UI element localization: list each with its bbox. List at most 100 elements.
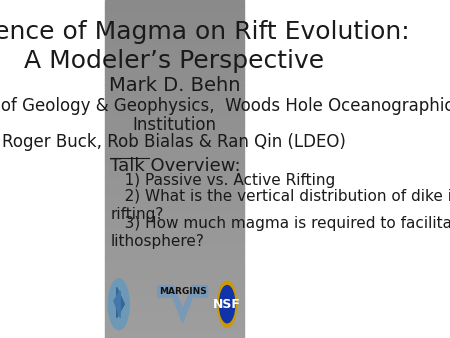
Text: Department of Geology & Geophysics,  Woods Hole Oceanographic: Department of Geology & Geophysics, Wood…: [0, 97, 450, 115]
Bar: [105, 145, 244, 149]
Bar: [105, 122, 244, 125]
Bar: [105, 318, 244, 321]
Bar: [105, 250, 244, 254]
Bar: [105, 159, 244, 162]
Bar: [105, 20, 244, 24]
Bar: [105, 115, 244, 118]
Bar: [105, 193, 244, 196]
Bar: [105, 98, 244, 101]
Bar: [105, 166, 244, 169]
Bar: [105, 118, 244, 122]
Bar: [105, 0, 244, 3]
Bar: [105, 81, 244, 84]
Bar: [105, 47, 244, 51]
Bar: [105, 71, 244, 74]
Bar: [105, 291, 244, 294]
Bar: [105, 7, 244, 10]
Text: Talk Overview:: Talk Overview:: [110, 157, 241, 175]
Bar: [105, 240, 244, 243]
Bar: [105, 155, 244, 159]
Bar: [105, 51, 244, 54]
Bar: [105, 254, 244, 257]
Bar: [105, 61, 244, 64]
Text: 3) How much magma is required to facilitate rupture of thick
lithosphere?: 3) How much magma is required to facilit…: [110, 216, 450, 249]
Bar: [105, 37, 244, 41]
Text: NSF: NSF: [213, 298, 241, 311]
Polygon shape: [158, 286, 208, 323]
Bar: [105, 301, 244, 304]
Bar: [105, 183, 244, 186]
Bar: [105, 179, 244, 183]
Bar: [105, 243, 244, 247]
Bar: [105, 135, 244, 139]
Bar: [105, 88, 244, 91]
Bar: [105, 27, 244, 30]
Bar: [105, 308, 244, 311]
Bar: [105, 264, 244, 267]
Bar: [105, 274, 244, 277]
Bar: [105, 206, 244, 210]
Bar: [105, 108, 244, 112]
Bar: [105, 34, 244, 37]
Bar: [105, 260, 244, 264]
Bar: [105, 210, 244, 213]
Polygon shape: [117, 287, 124, 318]
Bar: [105, 152, 244, 155]
Bar: [105, 169, 244, 172]
Bar: [105, 237, 244, 240]
Circle shape: [108, 279, 129, 330]
Bar: [105, 74, 244, 78]
Bar: [105, 68, 244, 71]
Bar: [105, 230, 244, 233]
Bar: [105, 267, 244, 270]
Bar: [105, 203, 244, 206]
Bar: [105, 30, 244, 34]
Bar: [105, 213, 244, 216]
Text: Mark D. Behn: Mark D. Behn: [108, 76, 240, 95]
Bar: [105, 54, 244, 57]
Bar: [105, 142, 244, 145]
Bar: [105, 314, 244, 318]
Bar: [105, 128, 244, 132]
Bar: [105, 328, 244, 331]
Bar: [105, 112, 244, 115]
Bar: [105, 311, 244, 314]
Bar: [105, 17, 244, 20]
Bar: [105, 335, 244, 338]
Text: A Modeler’s Perspective: A Modeler’s Perspective: [24, 49, 324, 73]
Bar: [105, 331, 244, 335]
Bar: [105, 294, 244, 297]
Bar: [105, 233, 244, 237]
Bar: [105, 199, 244, 203]
Bar: [105, 257, 244, 260]
Bar: [105, 281, 244, 284]
Bar: [105, 139, 244, 142]
Bar: [105, 304, 244, 308]
Bar: [105, 324, 244, 328]
Bar: [105, 277, 244, 281]
Bar: [105, 196, 244, 199]
Bar: [105, 84, 244, 88]
Bar: [105, 3, 244, 7]
Bar: [105, 91, 244, 95]
Circle shape: [220, 286, 235, 323]
Bar: [105, 321, 244, 324]
Bar: [105, 176, 244, 179]
Polygon shape: [114, 291, 120, 318]
Bar: [105, 216, 244, 220]
Bar: [105, 220, 244, 223]
Bar: [105, 10, 244, 14]
Bar: [105, 24, 244, 27]
Bar: [105, 41, 244, 44]
Text: Roger Buck, Rob Bialas & Ran Qin (LDEO): Roger Buck, Rob Bialas & Ran Qin (LDEO): [2, 133, 346, 151]
Bar: [105, 186, 244, 189]
Bar: [105, 78, 244, 81]
Bar: [105, 226, 244, 230]
Bar: [105, 95, 244, 98]
Bar: [105, 247, 244, 250]
Bar: [105, 172, 244, 176]
Bar: [105, 132, 244, 135]
Circle shape: [218, 281, 237, 327]
Bar: [105, 270, 244, 274]
Bar: [105, 162, 244, 166]
